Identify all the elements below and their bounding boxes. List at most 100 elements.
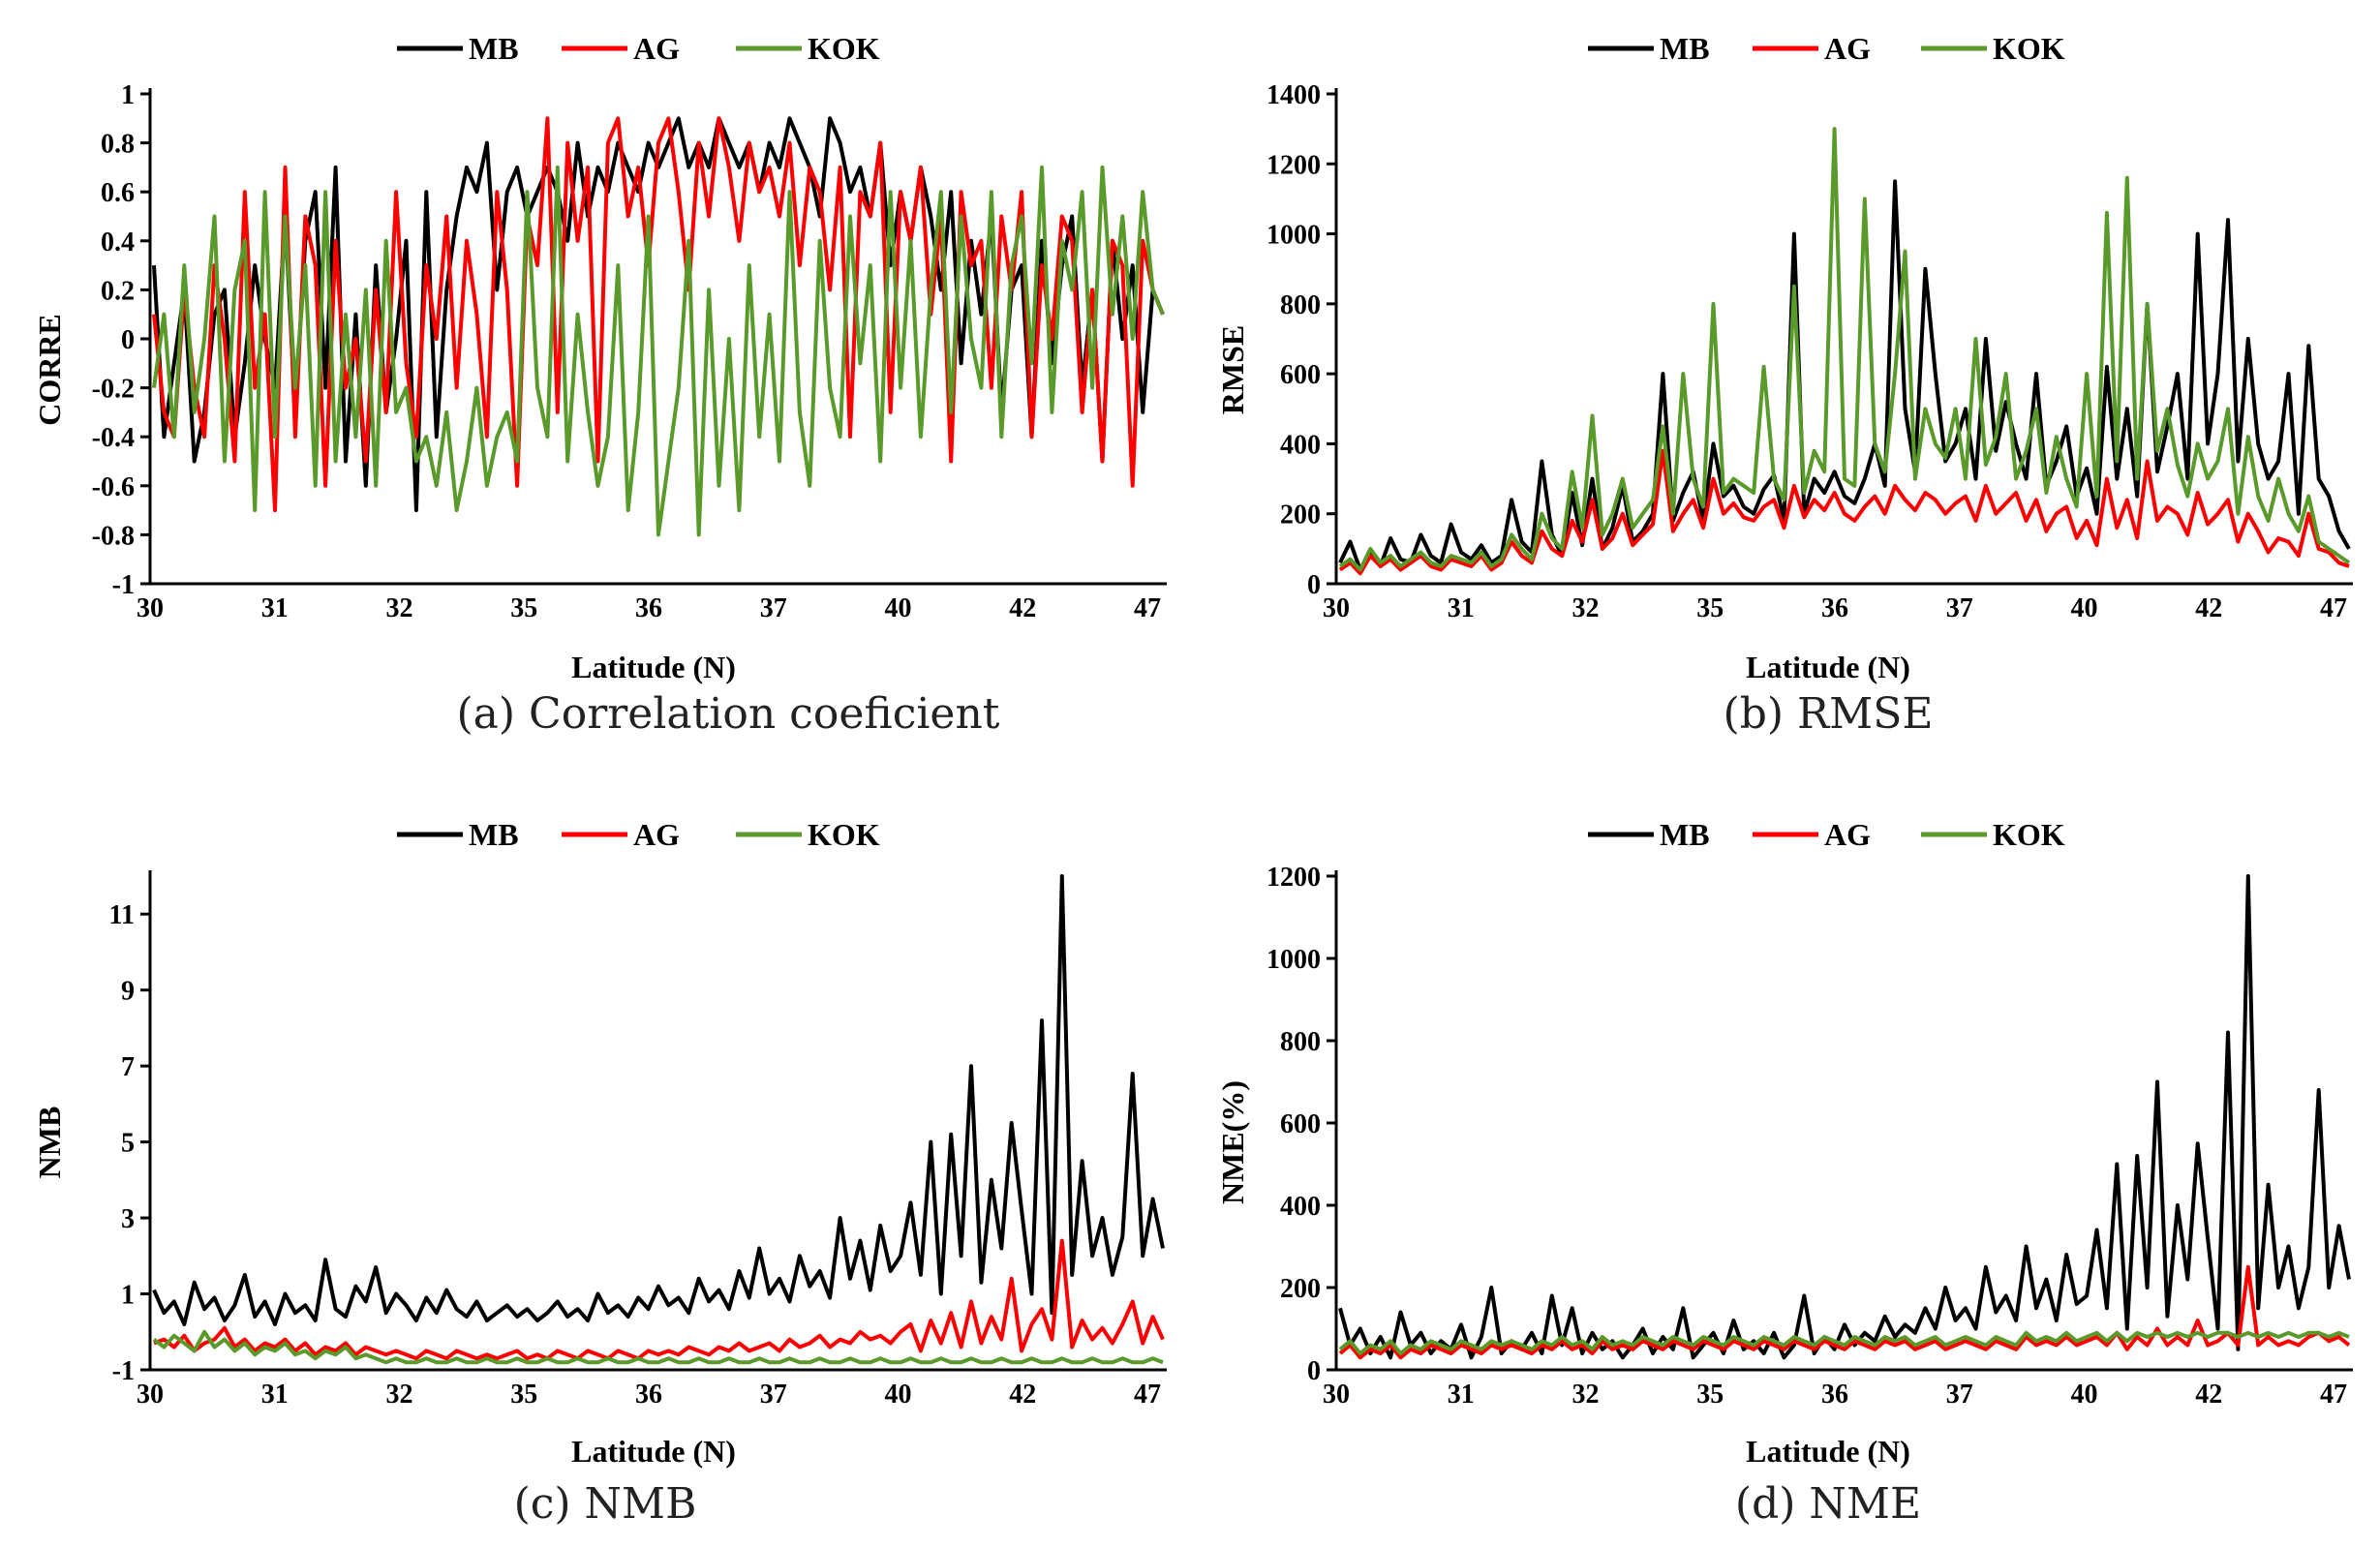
y-tick-label: -0.2 — [92, 375, 135, 405]
legend-a-kok-label: KOK — [808, 31, 880, 66]
series-line-ag — [1338, 448, 2350, 576]
x-tick-label: 40 — [2071, 593, 2098, 623]
y-tick-label: 1000 — [1266, 221, 1321, 251]
panel-d: MB AG KOK 1200 1000 800 600 400 200 030 31 32 35 3… — [1215, 817, 2353, 1529]
series-line-mb — [152, 874, 1165, 1326]
x-tick-label: 36 — [635, 1380, 662, 1410]
y-tick-label: 11 — [109, 900, 135, 930]
ylabel-b: RMSE — [1215, 325, 1250, 414]
x-tick-label: 42 — [2195, 593, 2222, 623]
y-tick-label: 400 — [1280, 1192, 1321, 1222]
legend-d-kok-label: KOK — [1993, 817, 2065, 852]
x-tick-label: 47 — [2320, 593, 2347, 623]
legend-c-mb-label: MB — [469, 817, 519, 852]
x-tick-label: 31 — [261, 1380, 289, 1410]
x-tick-label: 30 — [1323, 1380, 1350, 1410]
plot-a: 1 0.8 0.6 0.4 0.2 0 -0.2 -0.4 -0.6 -0.8 -130 31 32 35… — [92, 80, 1167, 623]
panel-a: MB AG KOK 1 0.8 0.6 0.4 0.2 0 -0.2 -0.4 -0.6 -0.8… — [32, 31, 1167, 739]
y-tick-label: 400 — [1280, 430, 1321, 460]
x-tick-label: 42 — [1009, 1380, 1036, 1410]
y-tick-label: 200 — [1280, 500, 1321, 531]
y-tick-label: 9 — [121, 977, 135, 1007]
x-tick-label: 47 — [1134, 593, 1161, 623]
x-tick-label: 47 — [1134, 1380, 1161, 1410]
x-tick-label: 35 — [510, 1380, 537, 1410]
x-tick-label: 32 — [1572, 593, 1600, 623]
x-tick-label: 35 — [1696, 1380, 1724, 1410]
y-tick-label: 1400 — [1266, 80, 1321, 110]
y-tick-label: 0.8 — [101, 130, 135, 160]
series-line-ag — [153, 1238, 1165, 1361]
legend-a-mb-label: MB — [469, 31, 519, 66]
plot-d: 1200 1000 800 600 400 200 030 31 32 35 36 37 40 42 47 — [1266, 863, 2353, 1410]
legend-c-kok-label: KOK — [808, 817, 880, 852]
y-tick-label: 0.2 — [101, 276, 135, 306]
y-tick-label: 1200 — [1266, 150, 1321, 180]
legend-b-ag-label: AG — [1824, 31, 1871, 66]
y-tick-label: 1 — [121, 1281, 135, 1311]
x-tick-label: 47 — [2320, 1380, 2347, 1410]
series-line-mb — [1338, 874, 2351, 1360]
x-tick-label: 31 — [1448, 593, 1475, 623]
caption-a: (a) Correlation coeficient — [457, 689, 1000, 739]
series-line-mb — [1338, 179, 2351, 572]
y-tick-label: 3 — [121, 1204, 135, 1234]
x-tick-label: 30 — [1323, 593, 1350, 623]
x-tick-label: 32 — [386, 593, 413, 623]
x-tick-label: 36 — [1821, 1380, 1848, 1410]
y-tick-label: 5 — [121, 1129, 135, 1159]
y-tick-label: 1200 — [1266, 863, 1321, 893]
caption-c: (c) NMB — [514, 1479, 697, 1529]
x-tick-label: 37 — [1946, 593, 1973, 623]
x-tick-label: 42 — [1009, 593, 1036, 623]
y-tick-label: 800 — [1280, 1027, 1321, 1057]
y-tick-label: -0.4 — [92, 423, 135, 453]
x-tick-label: 37 — [760, 593, 787, 623]
panel-b: MB AG KOK 1400 1200 1000 800 600 400 200 030 31 3… — [1215, 31, 2353, 739]
y-tick-label: 1000 — [1266, 945, 1321, 975]
y-tick-label: 800 — [1280, 290, 1321, 320]
x-tick-label: 31 — [1448, 1380, 1475, 1410]
x-tick-label: 36 — [635, 593, 662, 623]
xlabel-b: Latitude (N) — [1746, 650, 1910, 684]
x-tick-label: 31 — [261, 593, 289, 623]
x-tick-label: 30 — [137, 593, 164, 623]
legend-c-ag-label: AG — [633, 817, 680, 852]
ylabel-a: CORRE — [32, 314, 67, 426]
plot-b: 1400 1200 1000 800 600 400 200 030 31 32 35 36 37 40 4… — [1266, 80, 2353, 623]
x-tick-label: 40 — [885, 593, 912, 623]
x-tick-label: 37 — [1946, 1380, 1973, 1410]
y-tick-label: -0.8 — [92, 521, 135, 551]
ylabel-d: NME(%) — [1215, 1080, 1250, 1204]
caption-b: (b) RMSE — [1724, 689, 1934, 739]
legend-d-ag-label: AG — [1824, 817, 1871, 852]
caption-d: (d) NME — [1735, 1479, 1921, 1529]
y-tick-label: -0.6 — [92, 472, 135, 502]
x-tick-label: 36 — [1821, 593, 1848, 623]
x-tick-label: 35 — [1696, 593, 1724, 623]
y-tick-label: 0.6 — [101, 178, 135, 208]
legend-b-mb-label: MB — [1660, 31, 1710, 66]
x-tick-label: 40 — [885, 1380, 912, 1410]
y-tick-label: -1 — [112, 1356, 135, 1386]
xlabel-d: Latitude (N) — [1746, 1434, 1910, 1469]
y-tick-label: 7 — [121, 1052, 135, 1082]
series-line-kok — [152, 1329, 1164, 1365]
legend-b: MB AG KOK — [1588, 31, 2065, 66]
series-line-kok — [1338, 127, 2351, 572]
x-tick-label: 42 — [2195, 1380, 2222, 1410]
y-tick-label: 600 — [1280, 360, 1321, 390]
legend-d-mb-label: MB — [1660, 817, 1710, 852]
x-tick-label: 35 — [510, 593, 537, 623]
y-tick-label: 1 — [121, 80, 135, 110]
y-tick-label: 0.4 — [101, 228, 135, 258]
y-tick-label: 0 — [1307, 570, 1321, 600]
legend-a-ag-label: AG — [633, 31, 680, 66]
series-line-mb — [152, 116, 1165, 513]
xlabel-c: Latitude (N) — [571, 1434, 736, 1469]
x-tick-label: 32 — [386, 1380, 413, 1410]
y-tick-label: 0 — [1307, 1356, 1321, 1386]
legend-a: MB AG KOK — [397, 31, 880, 66]
